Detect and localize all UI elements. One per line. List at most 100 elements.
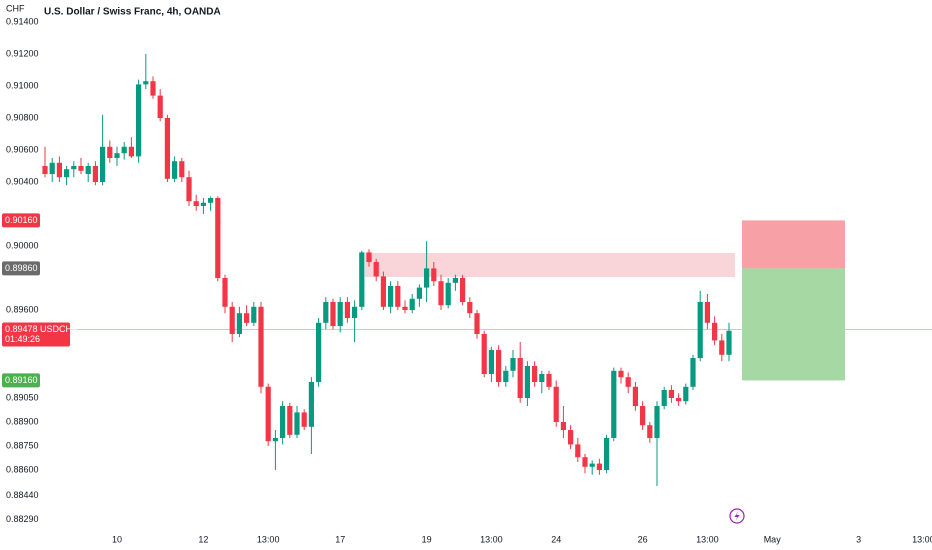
candle-body: [510, 358, 516, 371]
candle-body: [402, 306, 408, 310]
candle-body: [215, 198, 221, 278]
candle-body: [460, 278, 466, 302]
candle-body: [294, 412, 300, 435]
candle-body: [272, 438, 278, 442]
stop-badge-bg: [2, 213, 40, 228]
candle-body: [337, 302, 343, 326]
candle-body: [517, 358, 523, 398]
candle-body: [719, 340, 725, 355]
candle-body: [186, 177, 192, 202]
candle-body: [488, 350, 494, 374]
candle-body: [128, 146, 134, 157]
candle-body: [49, 162, 55, 174]
candle-body: [208, 198, 214, 203]
candle-body: [179, 161, 185, 178]
target-zone: [742, 268, 845, 381]
candle-body: [704, 302, 710, 323]
candle-body: [539, 374, 545, 382]
candle-body: [661, 390, 667, 406]
candle-body: [64, 169, 70, 178]
candle-body: [524, 366, 530, 398]
candle-body: [229, 306, 235, 334]
candle-body: [200, 202, 206, 206]
target-badge: 0.89160: [5, 375, 38, 385]
plot-layer: 0.91400 0.91200 0.91000 0.90800 0.90600 0.904…: [6, 16, 932, 544]
candle-body: [352, 306, 358, 318]
x-tick-label: 13:00: [257, 534, 280, 544]
candle-body: [676, 398, 682, 402]
candle-body: [114, 153, 120, 158]
candle-body: [236, 313, 242, 334]
y-tick-label: 0.88900: [6, 416, 39, 426]
alert-icon[interactable]: [729, 508, 745, 524]
y-tick-label: 0.88440: [6, 490, 39, 500]
candle-body: [438, 281, 444, 306]
candle-body: [222, 278, 228, 307]
candle-body: [697, 302, 703, 358]
candle-body: [265, 386, 271, 442]
candle-body: [668, 390, 674, 398]
candle-body: [568, 430, 574, 445]
candle-body: [712, 322, 718, 341]
y-tick-label: 0.91000: [6, 80, 39, 90]
x-tick-label: 12: [198, 534, 208, 544]
candle-body: [136, 84, 142, 157]
candle-body: [431, 268, 437, 282]
y-tick-label: 0.88290: [6, 514, 39, 524]
y-tick-label: 0.90800: [6, 112, 39, 122]
candle-body: [244, 313, 250, 323]
x-tick-label: 19: [422, 534, 432, 544]
resistance-zone: [365, 253, 735, 277]
candle-body: [150, 81, 156, 96]
candle-body: [474, 313, 480, 334]
currency-label: CHF: [6, 3, 25, 13]
candle-body: [640, 406, 646, 426]
x-tick-label: 10: [112, 534, 122, 544]
x-tick-label: 13:00: [480, 534, 503, 544]
candle-body: [107, 146, 113, 158]
candle-body: [380, 276, 386, 307]
y-tick-label: 0.90400: [6, 176, 39, 186]
candle-body: [388, 286, 394, 307]
candle-body: [416, 287, 422, 299]
candle-body: [92, 166, 98, 182]
candle-body: [575, 444, 581, 458]
candle-body: [193, 201, 199, 206]
target-badge-bg: [2, 373, 40, 388]
candle-body: [496, 350, 502, 382]
candle-body: [611, 370, 617, 438]
stop-badge: 0.90160: [5, 215, 38, 225]
x-tick-label: 17: [335, 534, 345, 544]
y-tick-label: 0.88600: [6, 464, 39, 474]
candle-body: [308, 382, 314, 427]
entry-badge-bg: [2, 261, 40, 276]
candle-body: [647, 425, 653, 438]
alert-bolt: [734, 511, 740, 521]
candle-body: [445, 282, 451, 306]
candle-body: [172, 161, 178, 179]
candle-body: [654, 406, 660, 438]
y-tick-label: 0.88750: [6, 440, 39, 450]
x-tick-label: 24: [551, 534, 561, 544]
y-tick-label: 0.89050: [6, 392, 39, 402]
symbol-badge: USDCHF: [40, 324, 78, 334]
candle-body: [316, 322, 322, 382]
candle-body: [596, 463, 602, 470]
candle-body: [546, 374, 552, 387]
candle-body: [582, 457, 588, 467]
candle-body: [553, 386, 559, 422]
candle-body: [503, 370, 509, 382]
candle-body: [143, 81, 149, 85]
candle-body: [366, 252, 372, 262]
y-tick-label: 0.90000: [6, 240, 39, 250]
candle-body: [100, 146, 106, 182]
candle-body: [157, 95, 163, 118]
y-tick-label: 0.90600: [6, 144, 39, 154]
candle-body: [330, 302, 336, 326]
candle-body: [56, 162, 62, 178]
candle-body: [452, 278, 458, 283]
x-tick-label: 26: [638, 534, 648, 544]
candle-body: [726, 330, 732, 355]
candle-body: [424, 268, 430, 288]
candle-body: [409, 298, 415, 310]
